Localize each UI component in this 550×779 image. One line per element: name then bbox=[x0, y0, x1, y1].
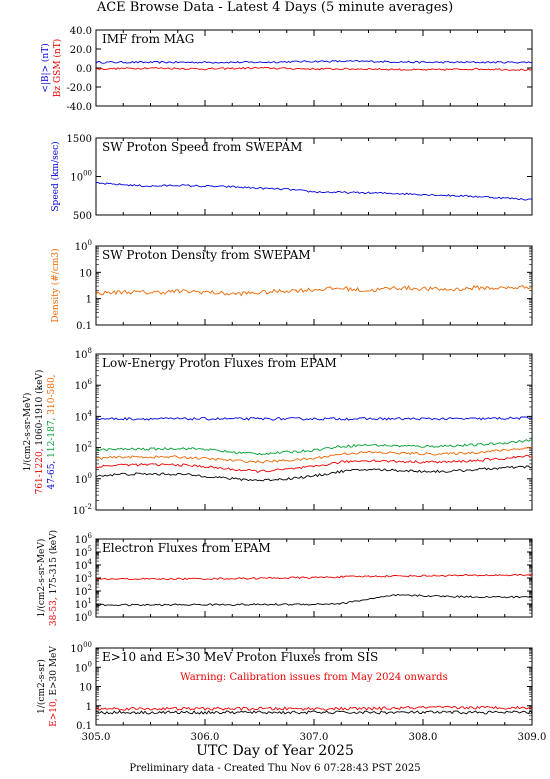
y-tick-label: 10 bbox=[79, 683, 92, 694]
y-axis-label-part: 175-315 (keV) bbox=[48, 530, 59, 597]
y-axis-label-part: 112-187, bbox=[47, 418, 57, 461]
y-tick-label: 100 bbox=[75, 660, 92, 674]
x-tick-labels: 305.0 306.0 307.0 308.0 309.0 bbox=[82, 732, 547, 743]
y-tick-label: 1000 bbox=[70, 170, 92, 184]
panel-5: Electron Fluxes from EPAM 100101102103104… bbox=[36, 530, 533, 626]
y-tick-label: 10 bbox=[79, 268, 92, 279]
y-tick-label: 100 bbox=[75, 239, 92, 253]
y-tick-label: -40.0 bbox=[66, 102, 92, 113]
y-tick-label: 1500 bbox=[67, 134, 92, 145]
y-tick-label: 105 bbox=[75, 545, 92, 559]
y-tick-label: 102 bbox=[75, 584, 92, 598]
y-axis-label: 1/(cm2-s-sr) bbox=[36, 659, 47, 714]
y-tick-label: 10-2 bbox=[72, 503, 92, 517]
y-axis-label-part: E>10, bbox=[49, 698, 59, 726]
panel-title: E>10 and E>30 MeV Proton Fluxes from SIS bbox=[102, 650, 378, 664]
y-axis-label-part: E>30 MeV bbox=[49, 646, 59, 699]
y-tick-label: 1000 bbox=[70, 641, 92, 655]
y-axis-label: Density (#/cm3) bbox=[50, 248, 61, 322]
series-line-orange bbox=[95, 446, 533, 464]
figure-title: ACE Browse Data - Latest 4 Days (5 minut… bbox=[96, 0, 454, 15]
panel-title: IMF from MAG bbox=[102, 32, 194, 46]
panel-title: Low-Energy Proton Fluxes from EPAM bbox=[102, 356, 337, 370]
y-axis-label-multicolor: 38-53, 175-315 (keV) bbox=[48, 530, 59, 626]
x-tick-label: 306.0 bbox=[191, 732, 220, 743]
y-axis-label-part: 761-1220, bbox=[35, 448, 45, 494]
y-tick-label: 103 bbox=[75, 571, 92, 585]
series-line-green bbox=[95, 439, 533, 456]
series-line-black bbox=[95, 710, 533, 715]
y-axis-label: Speed (km/sec) bbox=[50, 141, 61, 211]
series-line-red bbox=[95, 705, 533, 712]
y-axis-label-multicolor: 47-65, 112-187, 310-580, bbox=[47, 374, 57, 489]
y-tick-label: 1 bbox=[86, 702, 92, 713]
plot-frame bbox=[95, 353, 533, 511]
y-tick-label: 100 bbox=[75, 610, 92, 624]
y-tick-label: 101 bbox=[75, 597, 92, 611]
y-tick-label: 104 bbox=[75, 409, 93, 423]
y-axis-label-part: 47-65, bbox=[47, 461, 57, 490]
panel-4: Low-Energy Proton Fluxes from EPAM 10-2 10… bbox=[22, 347, 533, 517]
y-axis-label-part: 310-580, bbox=[47, 374, 57, 417]
panel-3: SW Proton Density from SWEPAM 0.1 1 10 100 De… bbox=[50, 239, 533, 332]
x-tick-label: 305.0 bbox=[82, 732, 111, 743]
y-tick-label: 104 bbox=[75, 558, 93, 572]
y-axis-label: 1/(cm2-s-sr-MeV) bbox=[36, 539, 47, 618]
y-axis-label: <|B|> (nT) bbox=[40, 43, 51, 92]
y-tick-label: 0.1 bbox=[76, 721, 92, 732]
y-tick-label: 106 bbox=[75, 378, 93, 392]
series-line-red bbox=[95, 573, 533, 581]
x-tick-label: 308.0 bbox=[409, 732, 438, 743]
y-tick-label: 0.1 bbox=[76, 321, 92, 332]
y-tick-label: 20.0 bbox=[70, 45, 92, 56]
panel-annotation: Warning: Calibration issues from May 202… bbox=[180, 672, 447, 683]
y-axis-label: 1/(cm2-s-sr-MeV) bbox=[22, 393, 33, 472]
footer-note: Preliminary data - Created Thu Nov 6 07:… bbox=[129, 763, 421, 774]
x-tick-label: 307.0 bbox=[300, 732, 329, 743]
y-axis-label-multicolor: 761-1220, 1060-1910 (keV) bbox=[34, 370, 45, 495]
series-line-blue bbox=[95, 416, 533, 421]
y-tick-label: 500 bbox=[73, 211, 92, 222]
panel-6: E>10 and E>30 MeV Proton Fluxes from SIS… bbox=[36, 641, 533, 732]
y-tick-label: 0.0 bbox=[76, 64, 92, 75]
series-line-blue bbox=[95, 181, 533, 201]
y-axis-label-part: 1060-1910 (keV) bbox=[34, 370, 45, 449]
y-axis-label-multicolor: E>10, E>30 MeV bbox=[49, 646, 59, 727]
series-line-black bbox=[95, 594, 533, 607]
y-tick-label: -20.0 bbox=[66, 83, 92, 94]
y-tick-label: 102 bbox=[75, 441, 92, 455]
panel-title: Electron Fluxes from EPAM bbox=[102, 541, 271, 555]
y-tick-label: 40.0 bbox=[70, 26, 92, 37]
series-line-red bbox=[95, 454, 533, 474]
series-line-orange bbox=[95, 284, 533, 297]
y-tick-label: 106 bbox=[75, 532, 93, 546]
panel-2: SW Proton Speed from SWEPAM 500 1000 1500 Sp… bbox=[50, 134, 533, 222]
y-tick-label: 100 bbox=[75, 472, 92, 486]
y-tick-label: 108 bbox=[75, 347, 92, 361]
y-axis-label: Bz GSM (nT) bbox=[52, 39, 63, 97]
x-axis-title: UTC Day of Year 2025 bbox=[196, 743, 354, 759]
x-tick-label: 309.0 bbox=[518, 732, 547, 743]
panel-title: SW Proton Speed from SWEPAM bbox=[102, 140, 302, 154]
series-line-blue bbox=[95, 60, 533, 64]
y-axis-label-part: 38-53, bbox=[49, 597, 59, 626]
series-line-red bbox=[95, 66, 533, 71]
panel-title: SW Proton Density from SWEPAM bbox=[102, 248, 311, 262]
series-line-black bbox=[95, 465, 533, 482]
panel-1: IMF from MAG -40.0 -20.0 0.0 20.0 40.0 <|B|> (… bbox=[40, 26, 533, 113]
y-tick-label: 1 bbox=[86, 295, 92, 306]
